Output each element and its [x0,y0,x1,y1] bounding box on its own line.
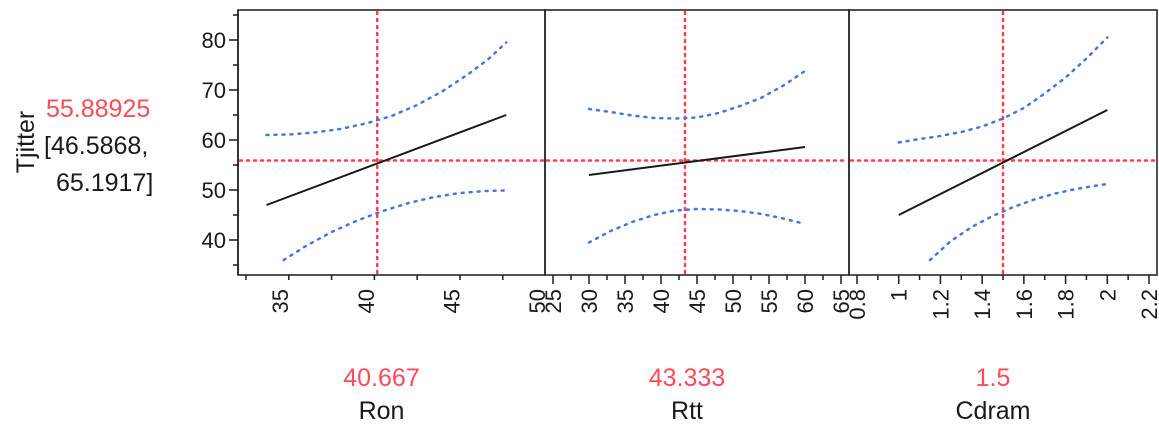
factor-name: Cdram [955,397,1030,425]
x-tick-label: 40 [354,289,379,313]
panel-frame [237,9,546,276]
lower-confidence-curve [587,207,807,244]
fit-line [266,114,507,206]
fit-line [898,109,1108,216]
x-tick-label: 1.4 [970,289,995,320]
x-tick-label: 55 [757,289,782,313]
x-tick-label: 2.2 [1137,289,1159,320]
response-name: Tjitter [12,111,40,174]
x-tick-label: 2 [1095,289,1120,301]
factor-name: Rtt [671,397,703,425]
current-value: 43.333 [649,364,725,392]
y-tick-label: 80 [202,28,226,53]
x-tick-label: 65 [829,289,854,313]
x-tick-label: 50 [525,289,550,313]
x-tick-label: 0.8 [845,289,870,320]
x-tick-label: 50 [721,289,746,313]
x-tick-label: 35 [613,289,638,313]
x-tick-label: 45 [439,289,464,313]
confidence-interval-high: 65.1917] [56,169,153,197]
current-value: 40.667 [343,364,419,392]
panel-rtt: 25 30 35 40 45 50 55 60 65 43.333 Rtt [541,9,854,425]
upper-confidence-curve [265,41,508,137]
y-axis: 40 50 60 70 80 [202,10,239,275]
x-tick-label: 30 [577,289,602,313]
panels: 35 40 45 50 40.667 Ron 25 30 35 40 45 50 55 60 65 43.33… [237,9,1159,425]
y-tick-label: 60 [202,128,226,153]
x-tick-label: 60 [793,289,818,313]
x-tick-label: 1 [887,289,912,301]
upper-confidence-curve [587,69,807,120]
lower-confidence-curve [928,182,1109,262]
x-tick-label: 35 [268,289,293,313]
x-tick-label: 1.6 [1012,289,1037,320]
confidence-interval-low: [46.5868, [44,132,148,160]
y-tick-label: 40 [202,228,226,253]
x-tick-label: 1.2 [928,289,953,320]
panel-ron: 35 40 45 50 40.667 Ron [237,9,550,425]
x-tick-label: 1.8 [1054,289,1079,320]
panel-frame [544,9,850,276]
x-tick-label: 25 [541,289,566,313]
x-tick-label: 40 [649,289,674,313]
lower-confidence-curve [282,189,508,262]
fit-line [588,146,806,176]
upper-confidence-curve [897,36,1109,144]
predicted-value: 55.88925 [46,95,150,123]
x-tick-label: 45 [685,289,710,313]
y-tick-label: 70 [202,78,226,103]
factor-name: Ron [359,397,405,425]
panel-cdram: 0.8 1 1.2 1.4 1.6 1.8 2 2.2 1.5 Cdram [845,9,1159,425]
current-value: 1.5 [976,364,1011,392]
y-tick-label: 50 [202,178,226,203]
